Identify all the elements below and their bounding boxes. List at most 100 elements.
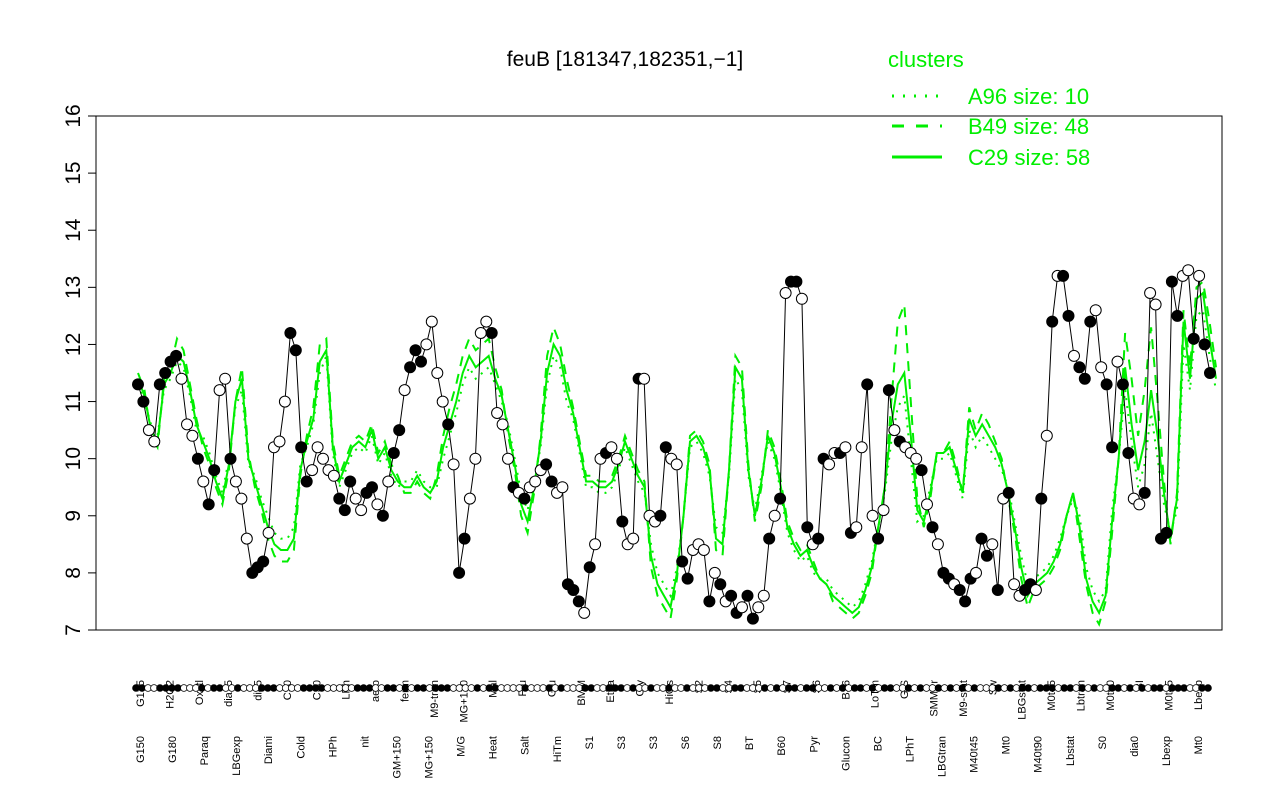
data-point <box>202 498 215 511</box>
data-point <box>970 566 982 579</box>
data-point <box>409 344 422 357</box>
data-point <box>1193 269 1206 282</box>
data-point <box>1029 584 1042 596</box>
data-point <box>681 572 694 585</box>
y-tick-label: 15 <box>62 161 85 184</box>
data-point <box>1095 361 1108 374</box>
data-point <box>882 384 895 397</box>
data-point <box>736 601 748 614</box>
data-point <box>366 481 378 494</box>
y-tick-label: 10 <box>62 447 85 470</box>
data-point <box>387 447 400 459</box>
data-point <box>1035 492 1048 505</box>
legend-label-b49: B49 size: 48 <box>968 114 1089 139</box>
x-tick-label: Oxctl <box>194 680 206 705</box>
data-point <box>458 532 471 545</box>
x-tick-label: G135 <box>135 680 147 707</box>
x-axis: G135H2O2Oxctldia15dia5C90C30LPhaerofermM… <box>132 679 1212 779</box>
data-point <box>170 349 183 362</box>
data-point <box>317 452 329 465</box>
data-point <box>447 458 460 471</box>
data-point <box>768 509 781 522</box>
data-point <box>556 481 569 494</box>
data-point <box>431 367 444 379</box>
data-point <box>991 584 1004 596</box>
data-point <box>436 395 449 408</box>
data-point <box>746 612 759 625</box>
data-point <box>1138 486 1151 499</box>
data-point <box>382 475 395 488</box>
chart-title: feuB [181347,182351,−1] <box>507 48 743 71</box>
data-point <box>278 395 291 408</box>
legend: clusters A96 size: 10 B49 size: 48 C29 s… <box>888 47 1090 170</box>
data-point <box>986 538 999 551</box>
data-point <box>289 344 302 357</box>
x-tick-label: Diami <box>263 736 275 764</box>
data-point <box>866 509 879 522</box>
y-tick-label: 12 <box>62 333 85 356</box>
data-point <box>926 521 939 534</box>
data-point <box>463 492 476 505</box>
data-point <box>931 538 944 551</box>
data-point <box>915 464 928 477</box>
data-point <box>425 315 438 328</box>
x-tick-label: Paraq <box>199 736 211 765</box>
data-point <box>638 372 651 385</box>
data-point <box>197 475 210 488</box>
data-point <box>589 538 602 551</box>
legend-label-a96: A96 size: 10 <box>968 84 1089 109</box>
data-point <box>442 418 455 431</box>
data-point <box>518 492 531 505</box>
data-point <box>1182 264 1195 277</box>
data-point <box>529 475 542 488</box>
data-point <box>1116 378 1129 391</box>
data-point <box>1122 447 1135 459</box>
data-point <box>1171 309 1184 322</box>
data-point <box>273 435 286 448</box>
data-point <box>153 378 166 391</box>
data-point <box>469 452 482 465</box>
data-point <box>502 452 514 465</box>
data-point <box>257 555 270 568</box>
data-point <box>855 441 868 454</box>
data-point <box>670 458 683 471</box>
data-point <box>703 595 716 608</box>
data-point <box>1062 309 1075 322</box>
data-point <box>485 327 498 339</box>
data-point <box>1040 429 1053 442</box>
x-tick-label: dia15 <box>223 680 235 707</box>
y-tick-label: 16 <box>62 104 85 127</box>
data-point <box>262 526 275 539</box>
legend-title: clusters <box>888 47 964 72</box>
data-point <box>610 452 623 465</box>
data-point <box>344 475 357 488</box>
data-point <box>142 424 155 437</box>
data-point <box>616 515 629 528</box>
data-point <box>148 435 161 448</box>
x-tick-label: Heat <box>488 736 500 759</box>
points-layer <box>132 264 1216 625</box>
data-point <box>1198 338 1211 351</box>
data-point <box>1073 361 1086 374</box>
data-point <box>159 367 172 379</box>
data-point <box>953 584 966 596</box>
x-tick-label: S3 <box>648 736 660 749</box>
data-point <box>404 361 417 374</box>
data-point <box>627 532 640 545</box>
y-axis: 7 8 9 10 11 12 13 14 15 16 <box>62 104 96 636</box>
data-point <box>327 469 340 482</box>
data-point <box>1068 349 1080 362</box>
data-point <box>1100 378 1113 391</box>
data-point <box>975 532 988 545</box>
data-point <box>213 384 226 397</box>
data-point <box>877 504 890 517</box>
x-tick-label: B60 <box>776 736 788 756</box>
data-point <box>1008 578 1021 591</box>
x-tick-label: M/G <box>456 736 468 757</box>
data-point <box>137 395 150 408</box>
data-point <box>605 441 618 454</box>
x-tick-label: Glucon <box>840 736 852 771</box>
data-point <box>229 475 242 488</box>
data-point <box>583 561 596 574</box>
